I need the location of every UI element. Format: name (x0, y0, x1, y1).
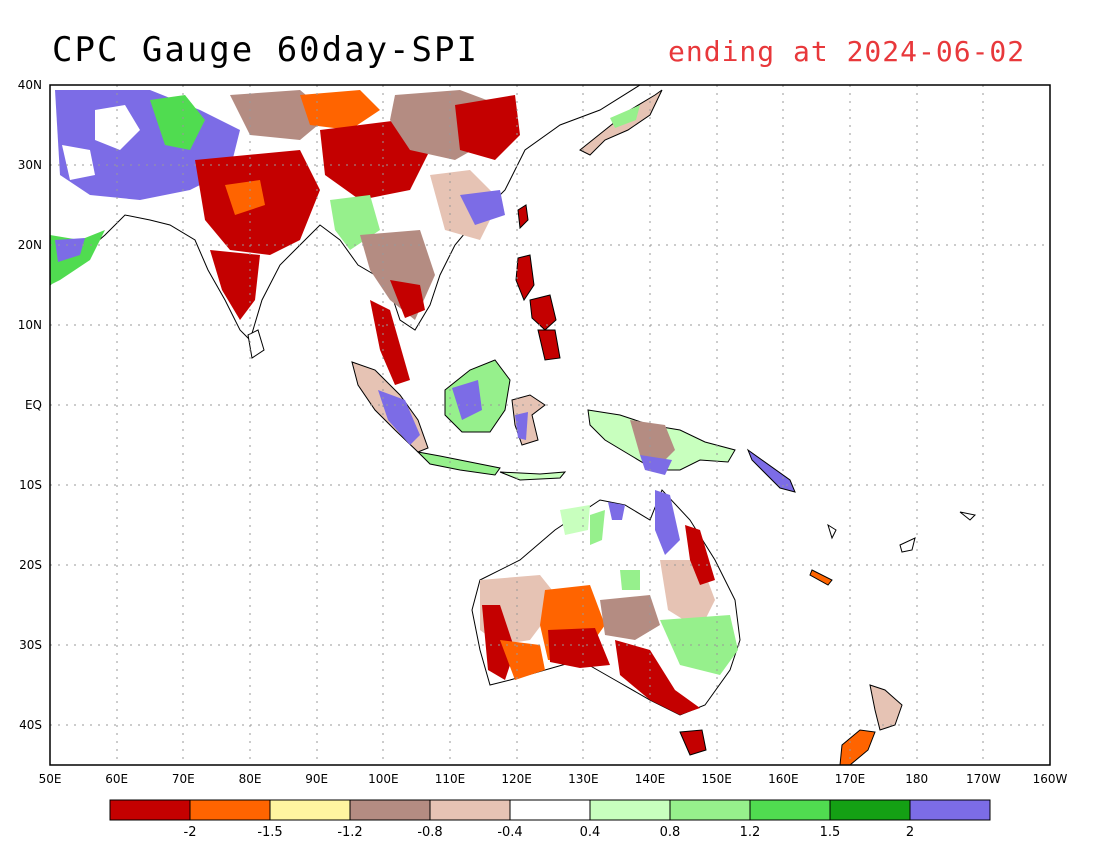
lat-tick-label: 40S (19, 718, 42, 732)
colorbar-label: -0.8 (417, 825, 442, 840)
colorbar-swatch (429, 799, 511, 821)
lon-tick-label: 70E (172, 772, 195, 786)
colorbar-label: 0.4 (580, 825, 601, 840)
colorbar-swatch (269, 799, 351, 821)
landmass-new-zealand (839, 684, 903, 765)
colorbar-swatch (189, 799, 271, 821)
landmass-sumatra (351, 361, 429, 453)
landmass-tasmania (679, 729, 707, 756)
lat-tick-label: 20S (19, 558, 42, 572)
map-data-layer (50, 85, 1050, 765)
lat-tick-label: EQ (25, 398, 42, 412)
colorbar-label: -2 (184, 825, 197, 840)
colorbar-swatch (909, 799, 991, 821)
colorbar-swatch (109, 799, 191, 821)
landmass-japan (579, 89, 663, 156)
lon-tick-label: 100E (368, 772, 399, 786)
colorbar-swatch (589, 799, 671, 821)
lon-tick-label: 150E (701, 772, 732, 786)
lon-tick-label: 160W (1033, 772, 1068, 786)
lat-tick-label: 30S (19, 638, 42, 652)
colorbar-label: 0.8 (660, 825, 681, 840)
lon-tick-label: 170E (835, 772, 866, 786)
colorbar-label: 1.2 (740, 825, 761, 840)
colorbar-swatch (749, 799, 831, 821)
map-title: CPC Gauge 60day-SPI (52, 30, 479, 70)
latitude-axis-labels: 40N 30N 20N 10N EQ 10S 20S 30S 40S (18, 78, 42, 732)
lon-tick-label: 80E (239, 772, 262, 786)
colorbar-swatch (509, 799, 591, 821)
landmass-new-guinea (587, 409, 736, 475)
lon-tick-label: 160E (768, 772, 799, 786)
color-legend-bar: -2 -1.5 -1.2 -0.8 -0.4 0.4 0.8 1.2 1.5 2 (109, 799, 991, 840)
landmass-sulawesi (511, 394, 546, 446)
lon-tick-label: 180 (905, 772, 928, 786)
map-grid (50, 85, 1050, 765)
lon-tick-label: 120E (501, 772, 532, 786)
landmass-australia (471, 489, 741, 716)
landmass-java (416, 451, 501, 476)
landmass-philippines (515, 254, 561, 361)
colorbar-label: 1.5 (820, 825, 841, 840)
lon-tick-label: 90E (305, 772, 328, 786)
colorbar-swatch (349, 799, 431, 821)
landmass-pacific-islands (746, 448, 977, 586)
lat-tick-label: 10S (19, 478, 42, 492)
colorbar-swatch (669, 799, 751, 821)
lon-tick-label: 140E (635, 772, 666, 786)
colorbar-swatch (829, 799, 911, 821)
longitude-axis-labels: 50E 60E 70E 80E 90E 100E 110E 120E 130E 140E 150E 1… (39, 772, 1068, 786)
landmass-asia (50, 85, 641, 385)
lat-tick-label: 30N (18, 158, 42, 172)
landmass-taiwan (517, 204, 529, 230)
landmass-lesser-sunda (499, 471, 567, 481)
colorbar-label: -0.4 (497, 825, 522, 840)
lon-tick-label: 110E (435, 772, 466, 786)
colorbar-label: -1.5 (257, 825, 282, 840)
lat-tick-label: 10N (18, 318, 42, 332)
lat-tick-label: 20N (18, 238, 42, 252)
lat-tick-label: 40N (18, 78, 42, 92)
landmass-sri-lanka (247, 329, 265, 359)
map-frame (49, 84, 1051, 766)
lon-tick-label: 60E (105, 772, 128, 786)
lon-tick-label: 50E (39, 772, 62, 786)
map-date-subtitle: ending at 2024-06-02 (668, 35, 1026, 68)
colorbar-label: -1.2 (337, 825, 362, 840)
landmass-borneo (444, 359, 511, 433)
lon-tick-label: 130E (568, 772, 599, 786)
lon-tick-label: 170W (966, 772, 1001, 786)
colorbar-label: 2 (906, 825, 914, 840)
